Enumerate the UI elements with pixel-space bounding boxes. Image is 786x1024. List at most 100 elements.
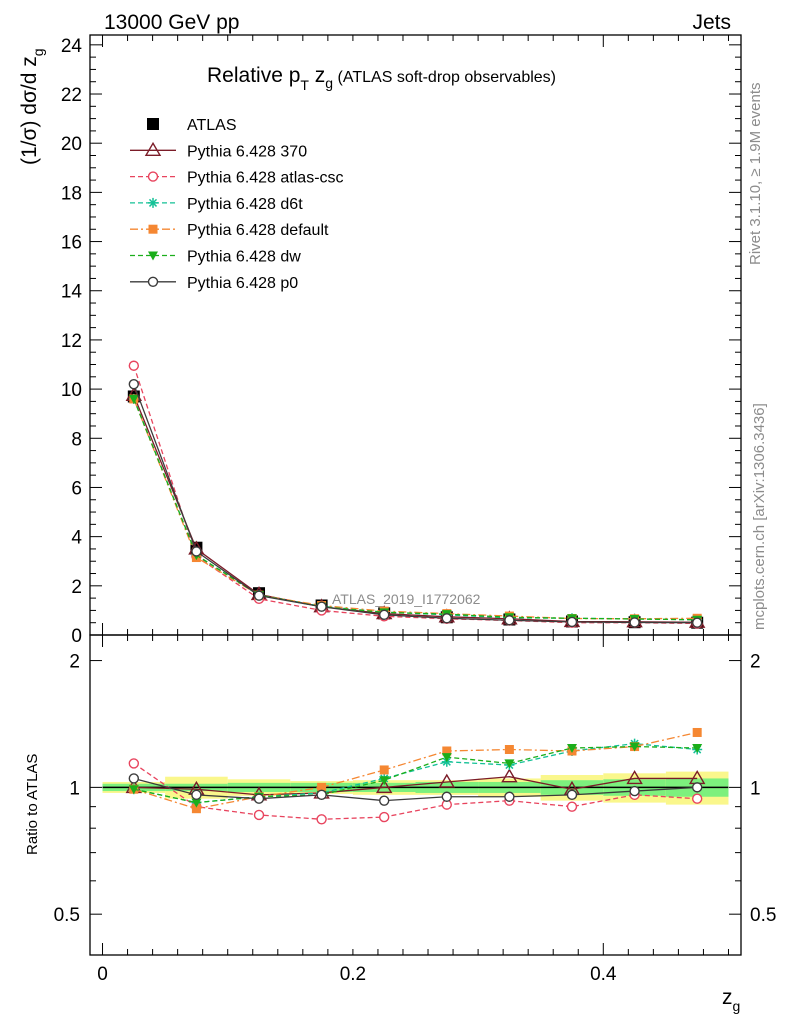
main-point-6-6 <box>504 615 515 626</box>
ratio-point-5-7 <box>566 789 578 801</box>
ratio-ytick-label-right: 1 <box>750 778 761 799</box>
ratio-point-4-5 <box>441 753 452 763</box>
ratio-point-5-8 <box>629 785 640 797</box>
ratio-point-1-3 <box>316 814 327 825</box>
main-ytick-label: 10 <box>61 380 82 401</box>
ratio-point-3-3 <box>317 782 327 792</box>
y-axis-label-main-text: (1/σ) dσ/d z <box>18 56 41 165</box>
main-ytick-label: 22 <box>61 85 82 106</box>
main-ytick-label: 20 <box>61 134 82 155</box>
ratio-point-3-5 <box>442 746 452 756</box>
main-ytick-label: 16 <box>61 233 82 254</box>
legend-entry-4: Pythia 6.428 default <box>130 222 329 239</box>
ratio-point-0-6 <box>501 768 518 783</box>
legend-label-1: Pythia 6.428 370 <box>187 143 307 160</box>
x-axis-label-text: z <box>722 986 733 1009</box>
ratio-point-5-2 <box>253 793 265 804</box>
ratio-point-4-0 <box>128 785 139 795</box>
main-ytick-label: 14 <box>61 282 83 303</box>
main-line-4 <box>133 398 698 620</box>
ratio-point-3-6 <box>504 745 514 755</box>
ratio-series-5 <box>128 773 703 806</box>
main-point-6-8 <box>629 617 640 628</box>
main-line-2 <box>133 365 698 625</box>
ratio-point-5-5 <box>441 791 452 802</box>
plot-title-paren: (ATLAS soft-drop observables) <box>333 69 556 86</box>
x-axis-label-sub: g <box>733 998 741 1014</box>
main-ytick-label: 12 <box>61 331 82 352</box>
ratio-point-4-6 <box>504 759 515 769</box>
ratio-point-5-4 <box>379 795 390 806</box>
legend-marker-3 <box>148 197 158 208</box>
ratio-point-5-9 <box>691 782 703 793</box>
ratio-point-1-2 <box>253 809 265 821</box>
legend-label-6: Pythia 6.428 p0 <box>187 275 298 292</box>
ratio-ytick-label-left: 0.5 <box>54 905 80 926</box>
main-ytick-label: 24 <box>61 36 83 57</box>
main-ytick-label: 6 <box>71 478 82 499</box>
legend-label-3: Pythia 6.428 d6t <box>187 196 303 213</box>
ratio-point-0-5 <box>438 773 456 788</box>
legend-entry-6: Pythia 6.428 p0 <box>130 275 298 292</box>
y-axis-label-main: (1/σ) dσ/d zg <box>18 48 46 165</box>
x-tick-label: 0.4 <box>590 964 617 985</box>
legend-marker-0 <box>147 118 159 130</box>
main-ytick-label: 0 <box>71 626 82 647</box>
ratio-point-4-7 <box>566 744 577 754</box>
main-point-6-0 <box>128 378 140 390</box>
legend-marker-4 <box>148 224 158 234</box>
ratio-point-4-1 <box>191 798 202 808</box>
legend-entry-1: Pythia 6.428 370 <box>130 141 307 160</box>
ratio-line-1 <box>133 762 698 820</box>
legend-entry-0: ATLAS <box>147 117 237 134</box>
legend-marker-6 <box>147 276 159 287</box>
main-point-6-9 <box>691 617 703 628</box>
main-line-5 <box>133 398 698 621</box>
legend-entry-3: Pythia 6.428 d6t <box>130 196 303 213</box>
ratio-point-0-8 <box>626 770 643 785</box>
ratio-point-1-0 <box>128 758 140 769</box>
main-point-6-5 <box>441 613 452 624</box>
ratio-point-1-4 <box>379 811 390 823</box>
legend-entry-5: Pythia 6.428 dw <box>130 249 301 266</box>
ratio-ytick-label-left: 1 <box>69 778 80 799</box>
plot-title-sub-g: g <box>325 75 333 91</box>
plot-title-z: z <box>309 64 325 87</box>
main-line-3 <box>133 398 698 621</box>
ratio-point-4-8 <box>629 742 640 752</box>
main-series-6 <box>128 378 703 628</box>
ratio-line-0 <box>133 776 698 796</box>
legend-label-5: Pythia 6.428 dw <box>187 249 301 266</box>
ratio-ytick-label-right: 0.5 <box>750 905 776 926</box>
x-axis-label: zg <box>722 986 740 1014</box>
plot-title-main: Relative p <box>207 64 300 87</box>
plot-title: Relative pT zg (ATLAS soft-drop observab… <box>207 64 556 93</box>
ratio-point-1-7 <box>566 801 578 812</box>
legend-label-2: Pythia 6.428 atlas-csc <box>187 170 344 187</box>
main-point-2-0 <box>128 360 140 371</box>
ratio-point-3-9 <box>692 727 702 737</box>
header-right: Jets <box>692 11 731 34</box>
ratio-point-3-4 <box>379 765 389 775</box>
ratio-point-4-9 <box>692 744 703 754</box>
legend-marker-1 <box>144 141 162 157</box>
main-point-6-2 <box>253 590 265 601</box>
plot-title-sub-t: T <box>300 77 309 93</box>
x-tick-label: 0.2 <box>340 964 366 985</box>
y-axis-label-ratio: Ratio to ATLAS <box>24 754 41 855</box>
ratio-ytick-label-left: 2 <box>69 652 80 673</box>
legend-label-0: ATLAS <box>187 117 237 134</box>
mcplots-label: mcplots.cern.ch [arXiv:1306.3436] <box>751 403 768 630</box>
ratio-line-5 <box>133 777 698 802</box>
legend-entry-2: Pythia 6.428 atlas-csc <box>130 170 344 187</box>
y-axis-label-main-sub: g <box>30 48 46 56</box>
ratio-point-5-6 <box>504 791 515 802</box>
ratio-point-4-4 <box>379 776 390 786</box>
ratio-point-5-0 <box>128 773 140 784</box>
main-point-6-1 <box>191 546 202 557</box>
legend-marker-5 <box>148 251 158 261</box>
ratio-point-3-1 <box>191 804 201 814</box>
x-tick-label: 0 <box>97 964 108 985</box>
